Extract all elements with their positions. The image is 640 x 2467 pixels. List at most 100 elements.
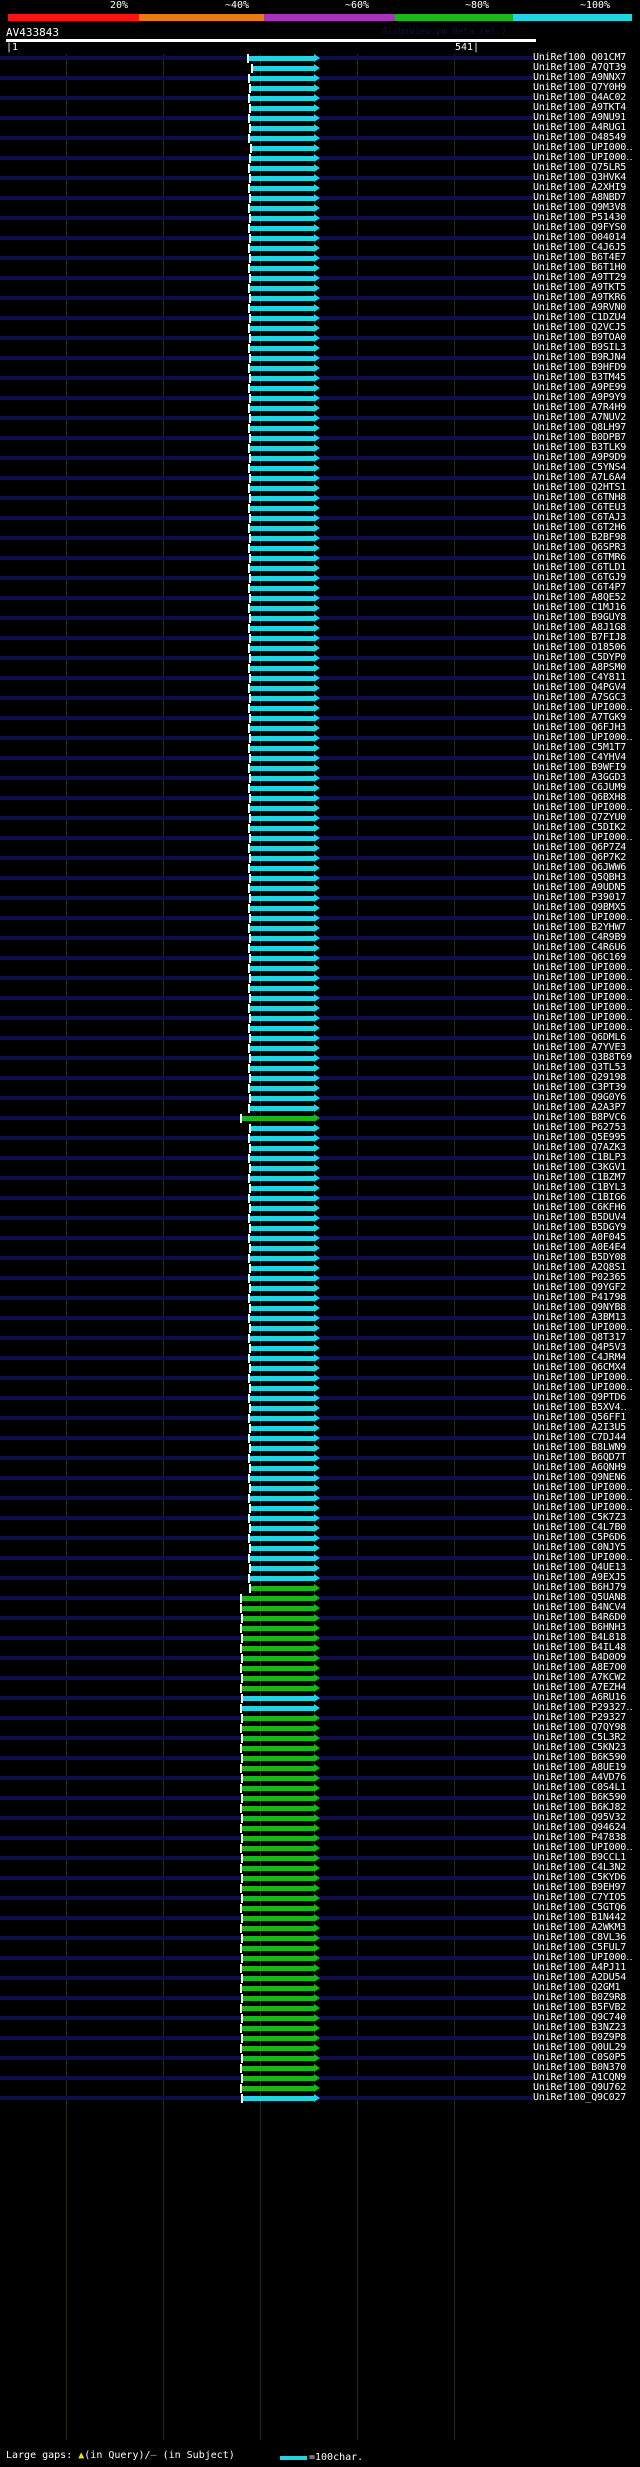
alignment-row[interactable]: UniRef100_B9Z9P8	[0, 2033, 640, 2044]
hit-label[interactable]: UniRef100_B9GUY8	[533, 612, 627, 623]
hit-label[interactable]: UniRef100_B9TOA0	[533, 332, 627, 343]
alignment-row[interactable]: UniRef100_Q9NEN6	[0, 1473, 640, 1484]
alignment-row[interactable]: UniRef100_UPI000‥	[0, 1503, 640, 1514]
hit-label[interactable]: UniRef100_B6T4E7	[533, 252, 627, 263]
hsp-bar[interactable]	[251, 756, 314, 761]
hit-label[interactable]: UniRef100_C1BZM7	[533, 1172, 627, 1183]
hit-label[interactable]: UniRef100_B9HFD9	[533, 362, 627, 373]
alignment-row[interactable]: UniRef100_Q6P7Z4	[0, 843, 640, 854]
alignment-row[interactable]: UniRef100_A0E4E4	[0, 1243, 640, 1254]
hit-label[interactable]: UniRef100_C5L3R2	[533, 1732, 627, 1743]
hit-label[interactable]: UniRef100_A7YVE3	[533, 1042, 627, 1053]
alignment-row[interactable]: UniRef100_A2DU54	[0, 1972, 640, 1984]
hit-label[interactable]: UniRef100_A9PE99	[533, 382, 627, 393]
alignment-row[interactable]: UniRef100_Q3TL53	[0, 1063, 640, 1074]
alignment-row[interactable]: UniRef100_C5P6D6	[0, 1533, 640, 1544]
alignment-row[interactable]: UniRef100_B9RJN4	[0, 353, 640, 364]
alignment-row[interactable]: UniRef100_Q4UE13	[0, 1563, 640, 1574]
alignment-row[interactable]: UniRef100_C1MJ16	[0, 603, 640, 614]
hit-label[interactable]: UniRef100_A7SGC3	[533, 692, 627, 703]
hsp-bar[interactable]	[242, 1706, 314, 1711]
hit-label[interactable]: UniRef100_A9P9Y9	[533, 392, 627, 403]
alignment-row[interactable]: UniRef100_Q9M3V8	[0, 202, 640, 214]
alignment-row[interactable]: UniRef100_A1CQN9	[0, 2073, 640, 2084]
hit-label[interactable]: UniRef100_Q94624	[533, 1822, 627, 1833]
hit-label[interactable]: UniRef100_A9TKT4	[533, 102, 627, 113]
alignment-row[interactable]: UniRef100_C5KYD6	[0, 1873, 640, 1884]
alignment-row[interactable]: UniRef100_P47838	[0, 1833, 640, 1844]
hit-label[interactable]: UniRef100_Q9YGF2	[533, 1282, 627, 1293]
hsp-bar[interactable]	[251, 1326, 314, 1331]
hit-label[interactable]: UniRef100_Q9C027	[533, 2092, 627, 2103]
alignment-row[interactable]: UniRef100_B3TM45	[0, 373, 640, 384]
alignment-row[interactable]: UniRef100_A9RVN0	[0, 303, 640, 314]
hit-label[interactable]: UniRef100_UPI000‥	[533, 1372, 633, 1383]
hsp-bar[interactable]	[251, 86, 314, 91]
hsp-bar[interactable]	[242, 1966, 314, 1971]
alignment-row[interactable]: UniRef100_A8NBD7	[0, 193, 640, 204]
hsp-bar[interactable]	[251, 916, 314, 921]
hsp-bar[interactable]	[250, 706, 314, 711]
hsp-bar[interactable]	[242, 1726, 314, 1731]
hsp-bar[interactable]	[250, 1066, 314, 1071]
hsp-bar[interactable]	[243, 1816, 314, 1821]
hit-label[interactable]: UniRef100_Q6JWW6	[533, 862, 627, 873]
alignment-row[interactable]: UniRef100_C6TMR6	[0, 553, 640, 564]
hit-label[interactable]: UniRef100_UPI000‥	[533, 1842, 633, 1853]
alignment-row[interactable]: UniRef100_A8E7O0	[0, 1663, 640, 1674]
alignment-row[interactable]: UniRef100_B9EH97	[0, 1883, 640, 1894]
hsp-bar[interactable]	[250, 406, 314, 411]
hit-label[interactable]: UniRef100_A3BM13	[533, 1312, 627, 1323]
hsp-bar[interactable]	[251, 1096, 314, 1101]
hit-label[interactable]: UniRef100_B9SIL3	[533, 342, 627, 353]
hsp-bar[interactable]	[242, 1686, 314, 1691]
hsp-bar[interactable]	[243, 2016, 314, 2021]
alignment-row[interactable]: UniRef100_A4PJ11	[0, 1963, 640, 1974]
hsp-bar[interactable]	[243, 1756, 314, 1761]
alignment-row[interactable]: UniRef100_C4R9B9	[0, 933, 640, 944]
hsp-bar[interactable]	[250, 1436, 314, 1441]
alignment-row[interactable]: UniRef100_A7EZH4	[0, 1683, 640, 1694]
alignment-row[interactable]: UniRef100_B9CCL1	[0, 1853, 640, 1864]
hit-label[interactable]: UniRef100_A2I3U5	[533, 1422, 627, 1433]
alignment-row[interactable]: UniRef100_A9NU91	[0, 113, 640, 124]
alignment-row[interactable]: UniRef100_A7L6A4	[0, 473, 640, 484]
hit-label[interactable]: UniRef100_Q3B8T69	[533, 1052, 632, 1063]
hsp-bar[interactable]	[243, 1936, 314, 1941]
hsp-bar[interactable]	[242, 2046, 314, 2051]
alignment-row[interactable]: UniRef100_UPI000‥	[0, 1012, 640, 1024]
hsp-bar[interactable]	[251, 1446, 314, 1451]
hsp-bar[interactable]	[243, 2036, 314, 2041]
hsp-bar[interactable]	[251, 876, 314, 881]
hsp-bar[interactable]	[251, 1056, 314, 1061]
hit-label[interactable]: UniRef100_A7KCW2	[533, 1672, 627, 1683]
hit-label[interactable]: UniRef100_UPI000‥	[533, 1012, 633, 1023]
hsp-bar[interactable]	[242, 1986, 314, 1991]
alignment-row[interactable]: UniRef100_UPI000‥	[0, 733, 640, 744]
hsp-bar[interactable]	[251, 976, 314, 981]
hit-label[interactable]: UniRef100_A2DU54	[533, 1972, 627, 1983]
hsp-bar[interactable]	[243, 1916, 314, 1921]
alignment-row[interactable]: UniRef100_A7R4H9	[0, 403, 640, 414]
hit-label[interactable]: UniRef100_B4L818	[533, 1632, 627, 1643]
alignment-row[interactable]: UniRef100_C6TNH8	[0, 493, 640, 504]
alignment-row[interactable]: UniRef100_Q4PGV4	[0, 683, 640, 694]
hsp-bar[interactable]	[251, 1016, 314, 1021]
hit-label[interactable]: UniRef100_C6TAJ3	[533, 512, 627, 523]
hsp-bar[interactable]	[250, 1106, 314, 1111]
alignment-row[interactable]: UniRef100_O04014	[0, 233, 640, 244]
hit-label[interactable]: UniRef100_Q9M3V8	[533, 202, 627, 213]
hsp-bar[interactable]	[251, 276, 314, 281]
hsp-bar[interactable]	[251, 236, 314, 241]
alignment-row[interactable]: UniRef100_UPI000‥	[0, 913, 640, 924]
hsp-bar[interactable]	[251, 456, 314, 461]
hit-label[interactable]: UniRef100_C0S4L1	[533, 1782, 627, 1793]
hsp-bar[interactable]	[242, 2086, 314, 2091]
alignment-row[interactable]: UniRef100_UPI000‥	[0, 143, 640, 154]
hit-label[interactable]: UniRef100_Q6BXH8	[533, 792, 627, 803]
hit-label[interactable]: UniRef100_B8PVC6	[533, 1112, 627, 1123]
alignment-row[interactable]: UniRef100_A2A3P7	[0, 1103, 640, 1114]
hsp-bar[interactable]	[251, 256, 314, 261]
hit-label[interactable]: UniRef100_Q01CM7	[533, 52, 627, 63]
hit-label[interactable]: UniRef100_Q9PTD6	[533, 1392, 627, 1403]
